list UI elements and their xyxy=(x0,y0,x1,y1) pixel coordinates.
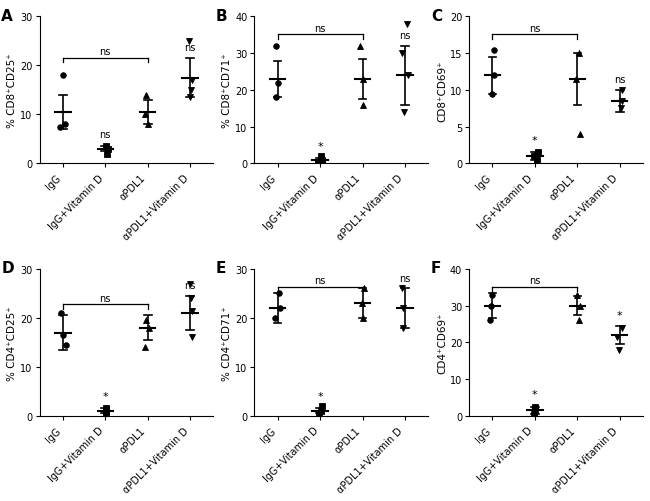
Y-axis label: % CD8⁺CD71⁺: % CD8⁺CD71⁺ xyxy=(222,54,232,128)
Text: ns: ns xyxy=(185,43,196,53)
Y-axis label: % CD8⁺CD25⁺: % CD8⁺CD25⁺ xyxy=(7,54,18,128)
Text: ns: ns xyxy=(315,276,326,286)
Y-axis label: % CD4⁺CD71⁺: % CD4⁺CD71⁺ xyxy=(222,306,232,380)
Text: ns: ns xyxy=(99,47,111,57)
Text: *: * xyxy=(532,389,538,399)
Text: E: E xyxy=(216,261,226,276)
Text: ns: ns xyxy=(614,75,625,85)
Text: ns: ns xyxy=(315,24,326,34)
Text: ns: ns xyxy=(185,281,196,291)
Text: ns: ns xyxy=(399,273,411,283)
Text: *: * xyxy=(317,391,323,401)
Text: *: * xyxy=(617,310,623,320)
Text: C: C xyxy=(431,9,442,24)
Text: *: * xyxy=(532,136,538,146)
Text: F: F xyxy=(431,261,441,276)
Text: B: B xyxy=(216,9,228,24)
Y-axis label: CD4⁺CD69⁺: CD4⁺CD69⁺ xyxy=(437,312,447,373)
Text: *: * xyxy=(317,141,323,151)
Text: A: A xyxy=(1,9,13,24)
Text: D: D xyxy=(1,261,14,276)
Text: ns: ns xyxy=(399,31,411,41)
Y-axis label: % CD4⁺CD25⁺: % CD4⁺CD25⁺ xyxy=(7,306,18,380)
Text: *: * xyxy=(103,391,108,401)
Y-axis label: CD8⁺CD69⁺: CD8⁺CD69⁺ xyxy=(437,60,447,122)
Text: ns: ns xyxy=(99,130,111,140)
Text: ns: ns xyxy=(529,24,541,34)
Text: ns: ns xyxy=(529,276,541,286)
Text: ns: ns xyxy=(99,293,111,303)
